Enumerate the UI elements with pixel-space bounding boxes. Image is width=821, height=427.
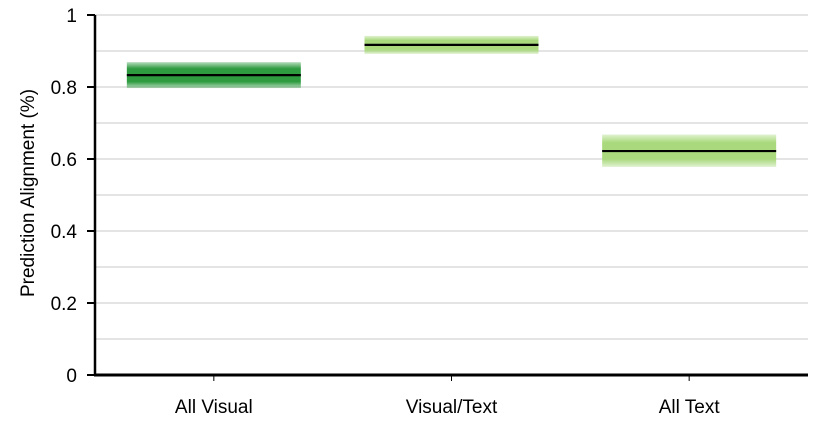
axes	[87, 14, 808, 381]
y-tick-label: 0.4	[51, 222, 78, 243]
axis-labels: All Visual Visual/Text All Text 0 0.2 0.4 0.6 0…	[51, 6, 721, 418]
y-tick-label: 0.8	[51, 78, 77, 99]
x-tick-label: All Visual	[175, 397, 253, 418]
y-tick-label: 0.2	[51, 294, 77, 315]
y-axis-title: Prediction Alignment (%)	[18, 89, 39, 297]
x-tick-label: Visual/Text	[406, 397, 498, 418]
y-tick-label: 0	[66, 366, 77, 387]
y-tick-label: 0.6	[51, 150, 77, 171]
y-tick-label: 1	[66, 6, 77, 27]
x-tick-label: All Text	[659, 397, 721, 418]
interval-bands	[126, 35, 777, 167]
